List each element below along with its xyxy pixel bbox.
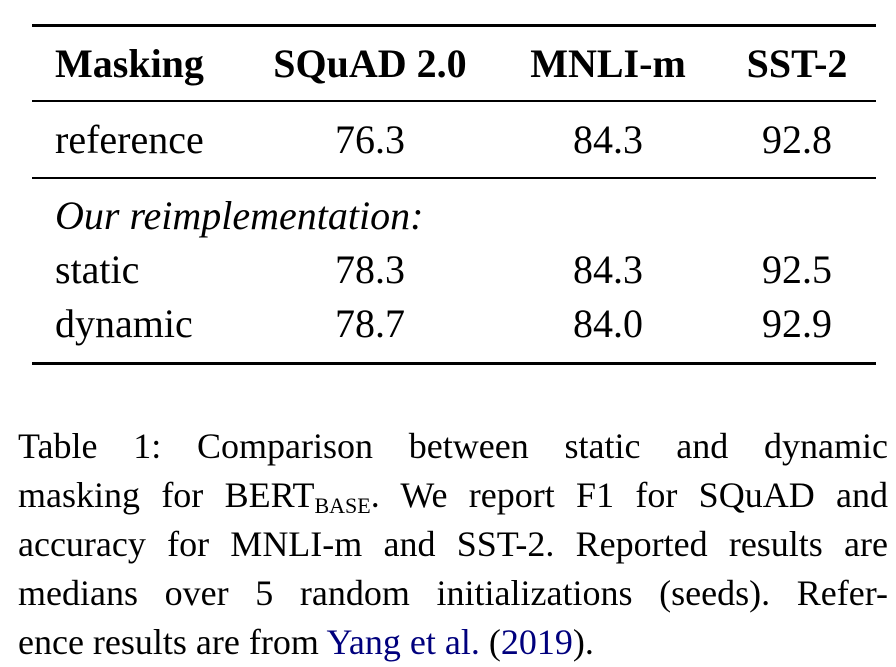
caption-line-5-pre: ence results are from (18, 622, 327, 662)
table-mid-rule (32, 177, 876, 179)
caption-subscript: BASE (314, 493, 371, 518)
cell-sst: 92.9 (762, 301, 832, 346)
row-label: reference (55, 117, 204, 162)
header-mnli: MNLI-m (530, 41, 686, 86)
row-label: dynamic (55, 301, 193, 346)
cell-squad: 76.3 (335, 117, 405, 162)
caption-line-5-post: ). (572, 622, 594, 662)
caption-line-1: Table 1: Comparison between static and d… (18, 426, 888, 466)
caption-line-4: medians over 5 random initializations (s… (18, 573, 888, 613)
table-top-rule (32, 24, 876, 27)
cell-mnli: 84.3 (573, 247, 643, 292)
cell-squad: 78.3 (335, 247, 405, 292)
table-caption: Table 1: Comparison between static and d… (18, 422, 888, 667)
cell-mnli: 84.0 (573, 301, 643, 346)
header-squad: SQuAD 2.0 (273, 41, 467, 86)
citation-link-year[interactable]: 2019 (500, 622, 573, 662)
cell-sst: 92.8 (762, 117, 832, 162)
caption-line-3: accuracy for MNLI-m and SST-2. Reported … (18, 524, 888, 564)
table-header-rule (32, 100, 876, 102)
caption-line-2: masking for BERTBASE. We report F1 for S… (18, 471, 888, 520)
table-bottom-rule (32, 362, 876, 365)
cell-sst: 92.5 (762, 247, 832, 292)
caption-line-2-post: . We report F1 for SQuAD and (370, 475, 888, 515)
caption-line-2-pre: masking for BERT (18, 475, 315, 515)
caption-line-5: ence results are from Yang et al. (2019)… (18, 618, 888, 667)
cell-squad: 78.7 (335, 301, 405, 346)
section-label: Our reimplementation: (55, 193, 424, 238)
header-masking: Masking (55, 41, 204, 86)
citation-link-authors[interactable]: Yang et al. (326, 622, 480, 662)
cell-mnli: 84.3 (573, 117, 643, 162)
header-sst: SST-2 (746, 41, 848, 86)
caption-paren-open: ( (479, 622, 501, 662)
row-label: static (55, 247, 140, 292)
